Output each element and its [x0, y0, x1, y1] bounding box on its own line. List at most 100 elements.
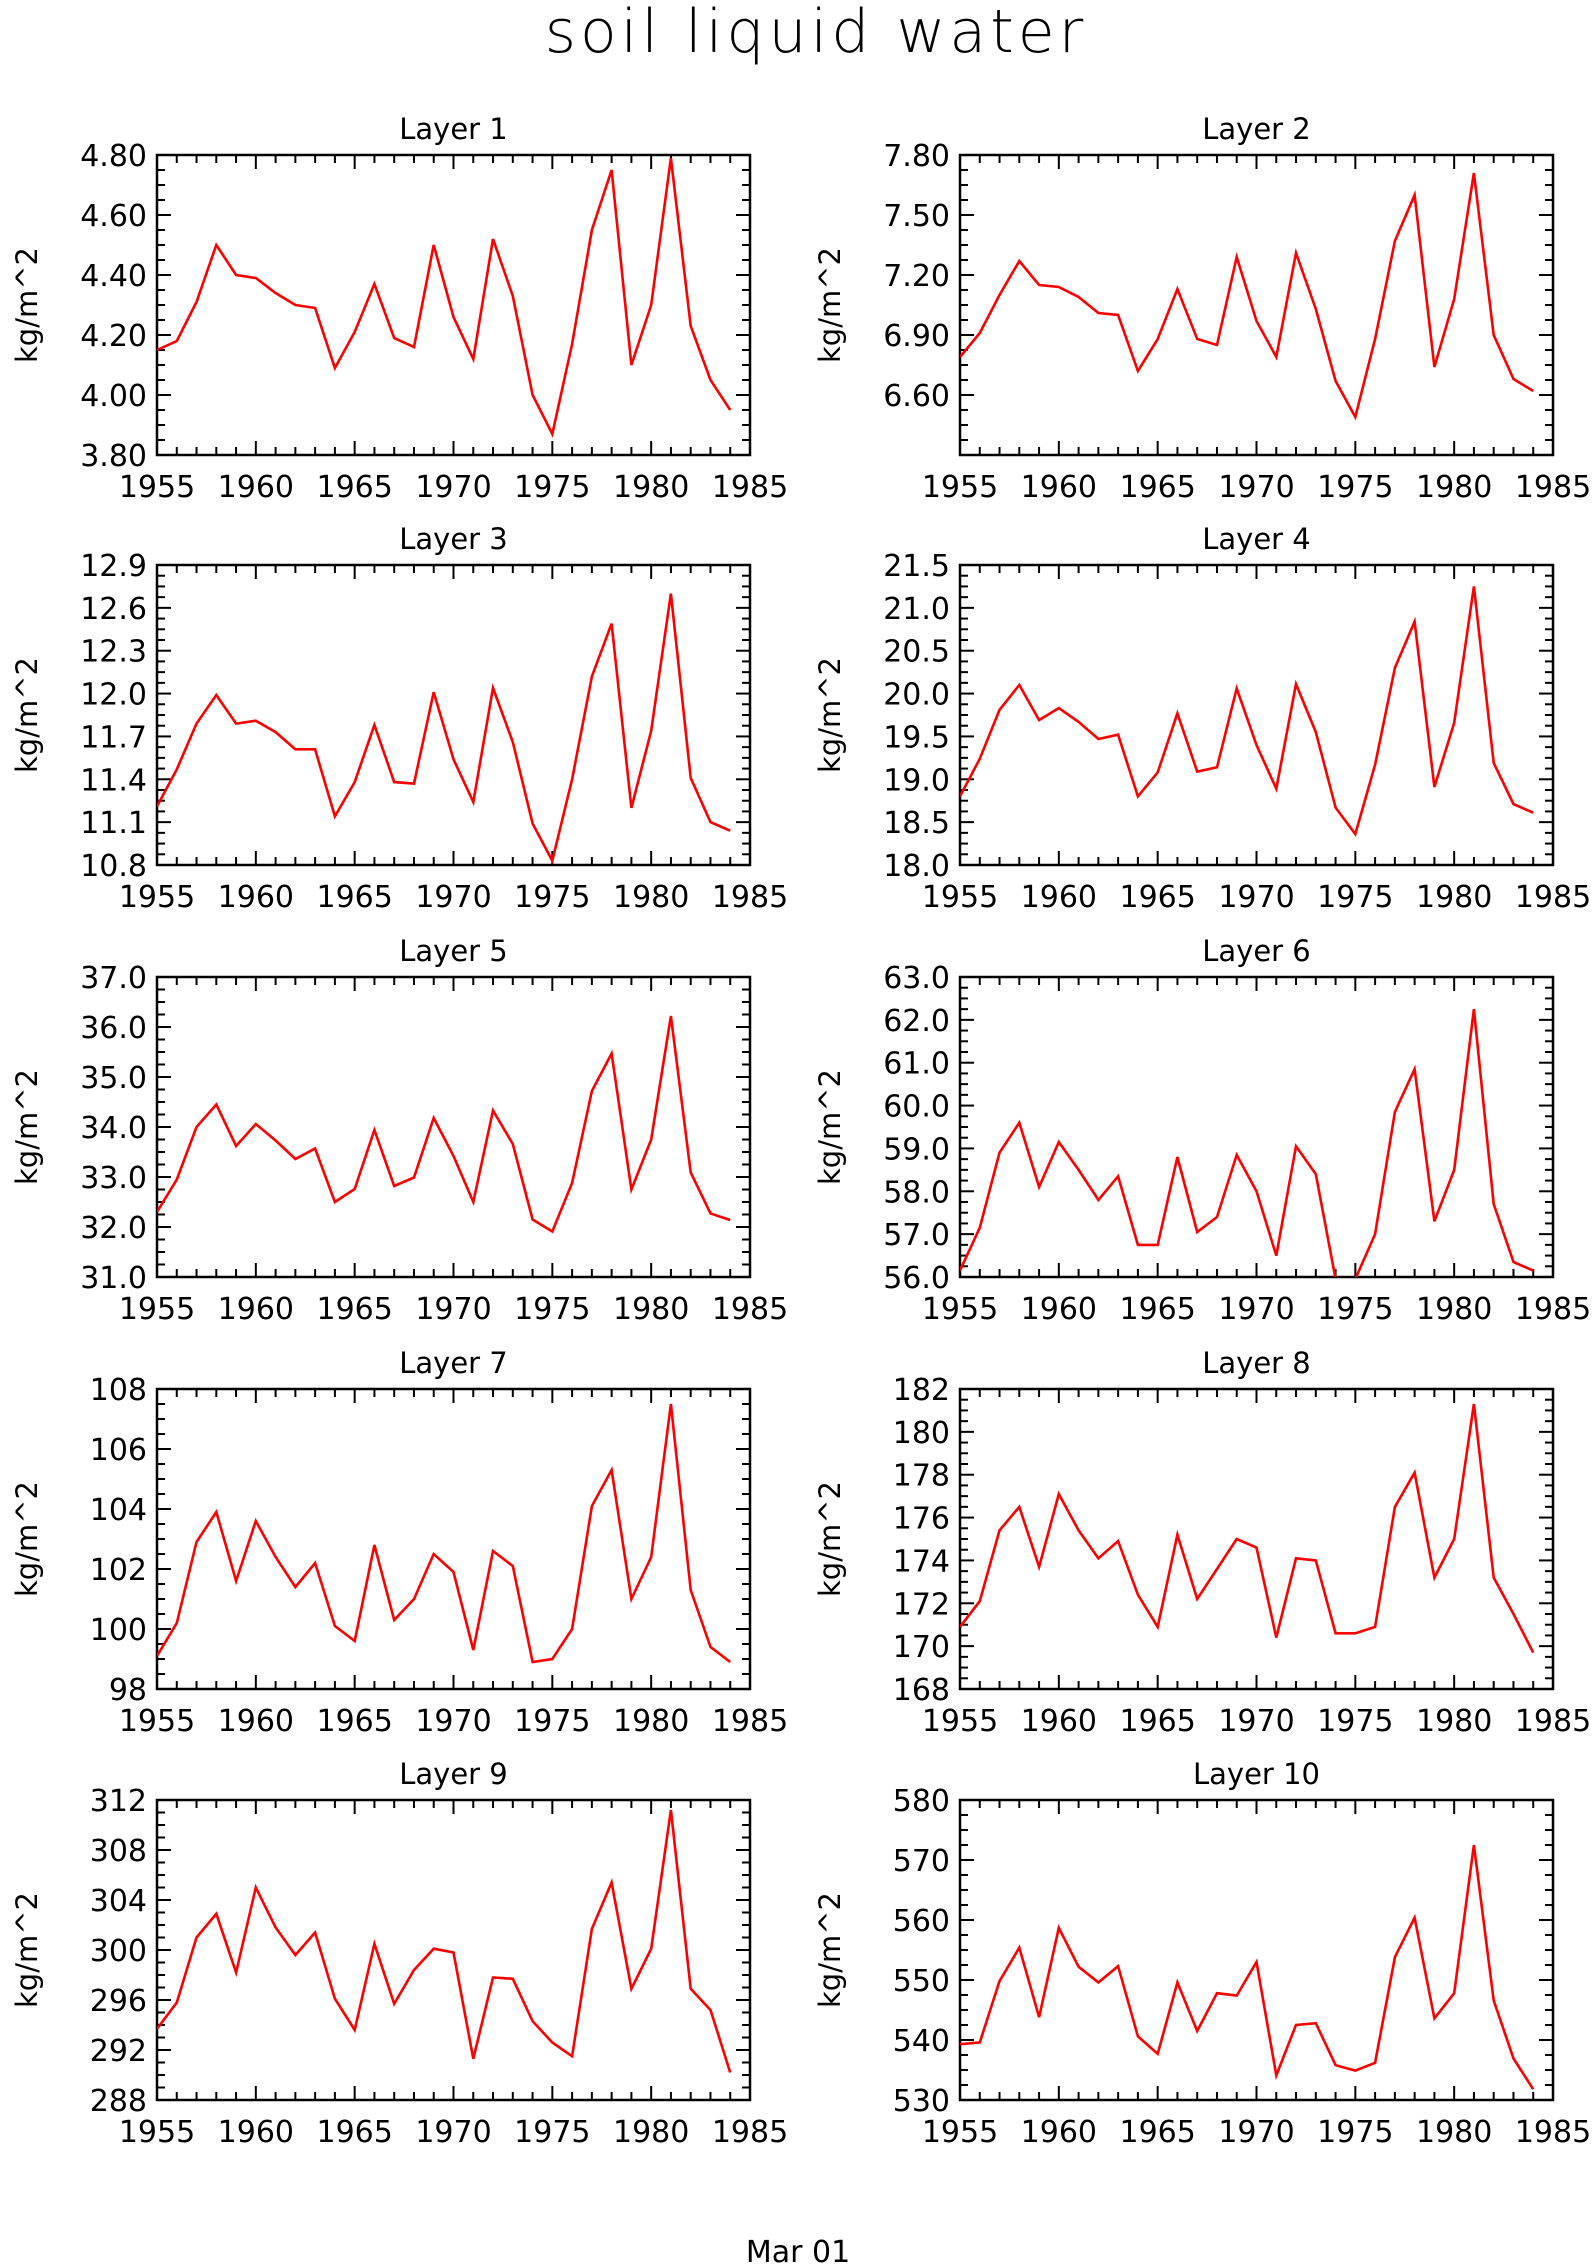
panel-title: Layer 6	[1202, 934, 1311, 968]
x-tick-label: 1955	[922, 880, 998, 915]
x-tick-label: 1975	[514, 2115, 590, 2150]
y-tick-label: 560	[893, 1904, 950, 1939]
series-line	[157, 157, 732, 438]
chart-panel: Layer 4 kg/m^2 1955 1960 1965 1970 1975 1980 198…	[813, 522, 1591, 915]
y-tick-label: 4.40	[80, 259, 147, 294]
y-tick-label: 32.0	[80, 1211, 147, 1246]
panel-title: Layer 7	[399, 1346, 508, 1380]
y-tick-label: 11.4	[80, 763, 147, 798]
y-axis-label: kg/m^2	[10, 1069, 44, 1185]
x-tick-label: 1980	[613, 880, 689, 915]
x-tick-label: 1955	[922, 470, 998, 505]
x-tick-label: 1955	[119, 1704, 195, 1739]
x-tick-label: 1980	[613, 1292, 689, 1327]
y-tick-label: 58.0	[883, 1175, 950, 1210]
y-tick-label: 540	[893, 2024, 950, 2059]
x-tick-label: 1965	[1119, 880, 1195, 915]
y-axis-label: kg/m^2	[813, 247, 847, 363]
x-tick-label: 1955	[119, 2115, 195, 2150]
y-axis-label: kg/m^2	[10, 1481, 44, 1597]
chart-panel: Layer 1 kg/m^2 1955 1960 1965 1970 1975 1980 198…	[10, 112, 788, 505]
y-tick-label: 10.8	[80, 849, 147, 884]
y-axis-label: kg/m^2	[813, 1481, 847, 1597]
x-tick-label: 1960	[1021, 880, 1097, 915]
y-tick-label: 12.9	[80, 549, 147, 584]
x-tick-label: 1975	[514, 470, 590, 505]
x-tick-label: 1965	[1119, 1704, 1195, 1739]
x-tick-label: 1975	[514, 880, 590, 915]
chart-panel: Layer 6 kg/m^2 1955 1960 1965 1970 1975 1980 198…	[813, 934, 1591, 1327]
y-tick-label: 172	[893, 1587, 950, 1622]
x-tick-label: 1970	[1218, 2115, 1294, 2150]
x-tick-label: 1980	[1416, 1704, 1492, 1739]
y-tick-label: 37.0	[80, 961, 147, 996]
y-tick-label: 312	[90, 1784, 147, 1819]
chart-panel: Layer 3 kg/m^2 1955 1960 1965 1970 1975 1980 198…	[10, 522, 788, 915]
y-tick-label: 12.0	[80, 678, 147, 713]
y-tick-label: 7.80	[883, 139, 950, 174]
x-tick-label: 1985	[1515, 880, 1591, 915]
x-tick-label: 1960	[1021, 2115, 1097, 2150]
panel-title: Layer 3	[399, 522, 508, 556]
x-tick-label: 1985	[712, 470, 788, 505]
y-tick-label: 304	[90, 1884, 147, 1919]
panel-title: Layer 9	[399, 1757, 508, 1791]
y-tick-label: 18.0	[883, 849, 950, 884]
x-tick-label: 1975	[514, 1704, 590, 1739]
series-line	[960, 172, 1534, 421]
x-tick-label: 1985	[1515, 1704, 1591, 1739]
x-tick-label: 1965	[316, 2115, 392, 2150]
y-tick-label: 4.80	[80, 139, 147, 174]
y-tick-label: 35.0	[80, 1061, 147, 1096]
plot-frame	[155, 153, 752, 457]
plot-frame	[958, 1387, 1555, 1691]
y-tick-label: 11.7	[80, 720, 147, 755]
y-tick-label: 7.50	[883, 199, 950, 234]
x-tick-label: 1970	[1218, 1704, 1294, 1739]
chart-panel: Layer 9 kg/m^2 1955 1960 1965 1970 1975 1980 198…	[10, 1757, 788, 2150]
plot-frame	[958, 975, 1555, 1279]
x-tick-label: 1970	[415, 1292, 491, 1327]
y-tick-label: 7.20	[883, 259, 950, 294]
y-tick-label: 12.3	[80, 635, 147, 670]
y-tick-label: 100	[90, 1613, 147, 1648]
x-tick-label: 1970	[415, 1704, 491, 1739]
footer-label: Mar 01	[746, 2235, 850, 2266]
figure-title: soil liquid water	[545, 0, 1088, 67]
x-tick-label: 1975	[1317, 880, 1393, 915]
y-tick-label: 174	[893, 1544, 950, 1579]
y-tick-label: 182	[893, 1373, 950, 1408]
x-tick-label: 1965	[1119, 470, 1195, 505]
y-tick-label: 21.0	[883, 592, 950, 627]
y-tick-label: 57.0	[883, 1218, 950, 1253]
y-tick-label: 11.1	[80, 806, 147, 841]
panel-title: Layer 8	[1202, 1346, 1311, 1380]
x-tick-label: 1960	[218, 1704, 294, 1739]
y-tick-label: 580	[893, 1784, 950, 1819]
x-tick-label: 1955	[922, 1704, 998, 1739]
y-tick-label: 19.0	[883, 763, 950, 798]
x-tick-label: 1975	[1317, 2115, 1393, 2150]
y-tick-label: 31.0	[80, 1261, 147, 1296]
x-tick-label: 1960	[218, 470, 294, 505]
chart-panel: Layer 10 kg/m^2 1955 1960 1965 1970 1975 1980 19…	[813, 1757, 1591, 2150]
y-axis-label: kg/m^2	[10, 247, 44, 363]
y-tick-label: 60.0	[883, 1090, 950, 1125]
series-line	[960, 1844, 1535, 2090]
panel-title: Layer 5	[399, 934, 508, 968]
y-tick-label: 98	[109, 1673, 147, 1708]
y-tick-label: 308	[90, 1834, 147, 1869]
x-tick-label: 1965	[1119, 2115, 1195, 2150]
y-tick-label: 18.5	[883, 806, 950, 841]
x-tick-label: 1975	[514, 1292, 590, 1327]
y-tick-label: 63.0	[883, 961, 950, 996]
x-tick-label: 1980	[1416, 470, 1492, 505]
x-tick-label: 1985	[712, 1292, 788, 1327]
y-tick-label: 570	[893, 1844, 950, 1879]
panel-title: Layer 10	[1193, 1757, 1320, 1791]
panel-title: Layer 2	[1202, 112, 1311, 146]
y-tick-label: 12.6	[80, 592, 147, 627]
y-tick-label: 20.0	[883, 678, 950, 713]
y-tick-label: 6.90	[883, 319, 950, 354]
